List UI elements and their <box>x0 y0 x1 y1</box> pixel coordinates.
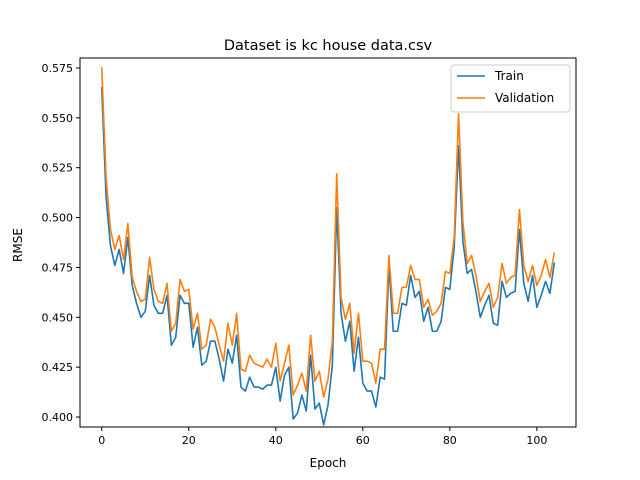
x-tick-label: 40 <box>269 434 283 447</box>
legend: Train Validation <box>450 64 571 113</box>
x-tick-label: 100 <box>526 434 547 447</box>
y-axis-label: RMSE <box>11 228 25 262</box>
y-tick-label: 0.450 <box>42 311 74 324</box>
legend-label-validation: Validation <box>495 91 554 105</box>
y-axis: 0.400 0.425 0.450 0.475 0.500 0.525 0.550 0.575 <box>42 62 80 424</box>
x-tick-label: 60 <box>356 434 370 447</box>
y-tick-label: 0.425 <box>42 361 74 374</box>
x-tick-label: 20 <box>182 434 196 447</box>
legend-label-train: Train <box>494 69 524 83</box>
chart-title: Dataset is kc house data.csv <box>224 38 433 54</box>
series-line-validation <box>100 67 556 398</box>
x-tick-label: 80 <box>443 434 457 447</box>
x-axis-label: Epoch <box>310 456 347 470</box>
y-tick-label: 0.550 <box>42 112 74 125</box>
y-tick-label: 0.475 <box>42 261 74 274</box>
y-tick-label: 0.525 <box>42 162 74 175</box>
y-tick-label: 0.500 <box>42 212 74 225</box>
series-lines <box>100 67 556 426</box>
y-tick-label: 0.400 <box>42 411 74 424</box>
x-tick-label: 0 <box>98 434 105 447</box>
y-tick-label: 0.575 <box>42 62 74 75</box>
plot-frame <box>79 57 577 428</box>
x-axis: 0 20 40 60 80 100 <box>98 427 547 447</box>
series-line-train <box>100 87 556 426</box>
